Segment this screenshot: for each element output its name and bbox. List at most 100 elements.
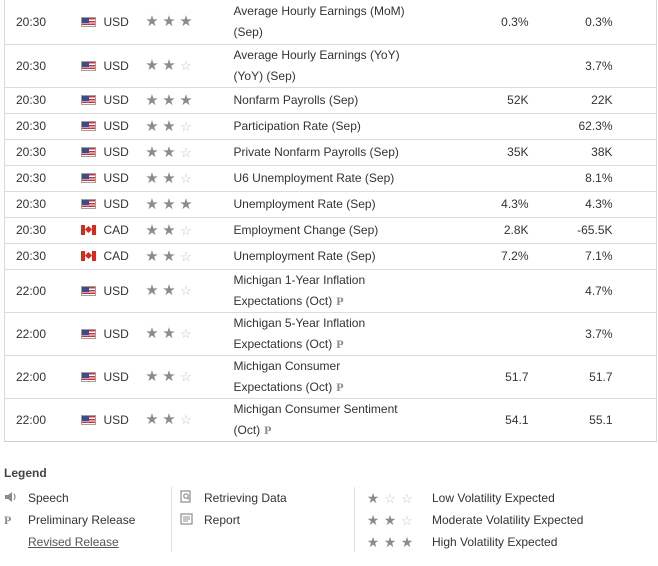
star-icon: ☆ [180,170,192,186]
calendar-body: 20:30 USD ★ ★ ★ Average Hourly Earnings (MoM)… [4,0,657,442]
star-icon: ☆ [180,58,192,73]
event-name[interactable]: Private Nonfarm Payrolls (Sep) [233,139,460,166]
event-name-line1: Michigan 5-Year Inflation [233,315,366,330]
star-icon: ★ [145,282,159,299]
event-name-line1: Michigan Consumer [233,358,341,373]
star-icon: ☆ [180,412,192,427]
star-icon: ★ [145,169,159,187]
star-icon: ★ [400,533,414,550]
event-name[interactable]: Michigan Consumer Sentiment (Oct) P [233,398,460,442]
star-icon: ★ [162,411,176,428]
event-actual: 0.3% [459,0,529,45]
event-actual: 7.2% [459,243,529,270]
event-row[interactable]: 20:30 USD ★ ★ ☆ U6 Unemployment Rate (Sep) 8.1… [4,165,657,192]
event-name[interactable]: Michigan 1-Year Inflation Expectations (O… [233,269,460,313]
event-name[interactable]: Participation Rate (Sep) [233,113,460,140]
legend-column-2: Retrieving Data Report [180,487,287,531]
volatility-stars: ★ ★ ☆ [145,283,194,298]
star-icon: ☆ [180,369,192,384]
star-icon: ★ [145,221,159,239]
star-icon: ★ [162,91,176,109]
event-name[interactable]: Michigan Consumer Expectations (Oct) P [233,355,460,399]
event-previous: 62.3% [556,113,613,140]
legend-speech-label: Speech [28,491,69,505]
event-time: 22:00 [4,398,79,442]
preliminary-icon: P [4,512,12,527]
star-icon: ★ [162,117,176,135]
event-row[interactable]: 20:30 USD ★ ★ ★ Unemployment Rate (Sep) 4.3% 4.… [4,191,657,218]
star-icon: ★ [179,195,193,213]
event-actual [459,269,529,313]
event-actual [459,165,529,192]
legend-revised-label[interactable]: Revised Release [28,535,119,549]
event-time: 20:30 [4,139,79,166]
event-previous: 0.3% [556,0,613,45]
legend-high-volatility: ★ ★ ★ High Volatility Expected [366,531,583,553]
event-time: 20:30 [4,243,79,270]
event-row[interactable]: 22:00 USD ★ ★ ☆ Michigan Consumer Expectations… [4,355,657,399]
star-icon: ☆ [401,512,413,528]
document-search-icon [180,490,204,506]
legend-divider [171,487,172,552]
event-currency: USD [103,171,129,185]
event-name-line1: Participation Rate (Sep) [233,118,361,133]
event-name-line2: Expectations (Oct) [233,379,333,394]
moderate-volatility-stars: ★ ★ ☆ [366,512,432,528]
event-name[interactable]: Unemployment Rate (Sep) [233,191,460,218]
volatility-stars: ★ ★ ★ [145,14,194,29]
star-icon: ☆ [180,118,192,134]
legend-retrieving: Retrieving Data [180,487,287,509]
us-flag-icon [80,16,96,27]
event-name[interactable]: Average Hourly Earnings (YoY) (YoY) (Sep) [233,44,460,88]
legend-high-label: High Volatility Expected [432,535,558,549]
event-name[interactable]: Michigan 5-Year Inflation Expectations (O… [233,312,460,356]
star-icon: ★ [145,195,159,213]
legend-title: Legend [4,466,47,480]
star-icon: ☆ [180,283,192,298]
event-name-line1: U6 Unemployment Rate (Sep) [233,170,395,185]
event-name[interactable]: U6 Unemployment Rate (Sep) [233,165,460,192]
event-previous: 38K [556,139,613,166]
legend-divider [354,487,355,552]
volatility-stars: ★ ★ ☆ [145,119,194,134]
star-icon: ★ [162,143,176,161]
event-name-line2: Expectations (Oct) [233,336,333,351]
volatility-stars: ★ ★ ☆ [145,369,194,384]
event-row[interactable]: 20:30 CAD ★ ★ ☆ Unemployment Rate (Sep) 7.2% 7.… [4,243,657,270]
event-actual [459,312,529,356]
event-name-line1: Nonfarm Payrolls (Sep) [233,92,359,107]
star-icon: ★ [162,57,176,74]
event-row[interactable]: 22:00 USD ★ ★ ☆ Michigan Consumer Sentiment (O… [4,398,657,442]
event-actual: 4.3% [459,191,529,218]
event-name[interactable]: Employment Change (Sep) [233,217,460,244]
star-icon: ★ [162,195,176,213]
legend-column-3: ★ ☆ ☆ Low Volatility Expected ★ ★ ☆ Mode… [366,487,584,553]
event-row[interactable]: 20:30 USD ★ ★ ☆ Participation Rate (Sep) 62.3% [4,113,657,140]
star-icon: ★ [162,368,176,385]
star-icon: ★ [179,91,193,109]
event-time: 20:30 [4,217,79,244]
event-previous: 51.7 [556,355,613,399]
legend: Legend Speech P Preliminary Release Revi… [4,458,656,566]
star-icon: ☆ [401,490,413,506]
event-row[interactable]: 20:30 CAD ★ ★ ☆ Employment Change (Sep) 2.8K -6… [4,217,657,244]
event-currency: USD [103,145,129,159]
legend-report: Report [180,509,287,531]
event-currency: USD [103,119,129,133]
event-row[interactable]: 22:00 USD ★ ★ ☆ Michigan 1-Year Inflation Expe… [4,269,657,313]
event-row[interactable]: 20:30 USD ★ ★ ☆ Average Hourly Earnings (YoY)… [4,44,657,88]
event-name[interactable]: Nonfarm Payrolls (Sep) [233,87,460,114]
event-name[interactable]: Unemployment Rate (Sep) [233,243,460,270]
event-name-line2: (Oct) [233,422,261,437]
event-row[interactable]: 20:30 USD ★ ★ ★ Average Hourly Earnings (MoM)… [4,0,657,45]
event-row[interactable]: 20:30 USD ★ ★ ★ Nonfarm Payrolls (Sep) 52K 22K [4,87,657,114]
volatility-stars: ★ ★ ☆ [145,249,194,264]
star-icon: ★ [383,533,397,550]
event-row[interactable]: 22:00 USD ★ ★ ☆ Michigan 5-Year Inflation Expe… [4,312,657,356]
event-currency: USD [103,93,129,107]
volatility-stars: ★ ★ ☆ [145,223,194,238]
event-row[interactable]: 20:30 USD ★ ★ ☆ Private Nonfarm Payrolls (Sep… [4,139,657,166]
event-time: 20:30 [4,113,79,140]
us-flag-icon [80,60,96,71]
event-name[interactable]: Average Hourly Earnings (MoM) (Sep) [233,0,460,45]
